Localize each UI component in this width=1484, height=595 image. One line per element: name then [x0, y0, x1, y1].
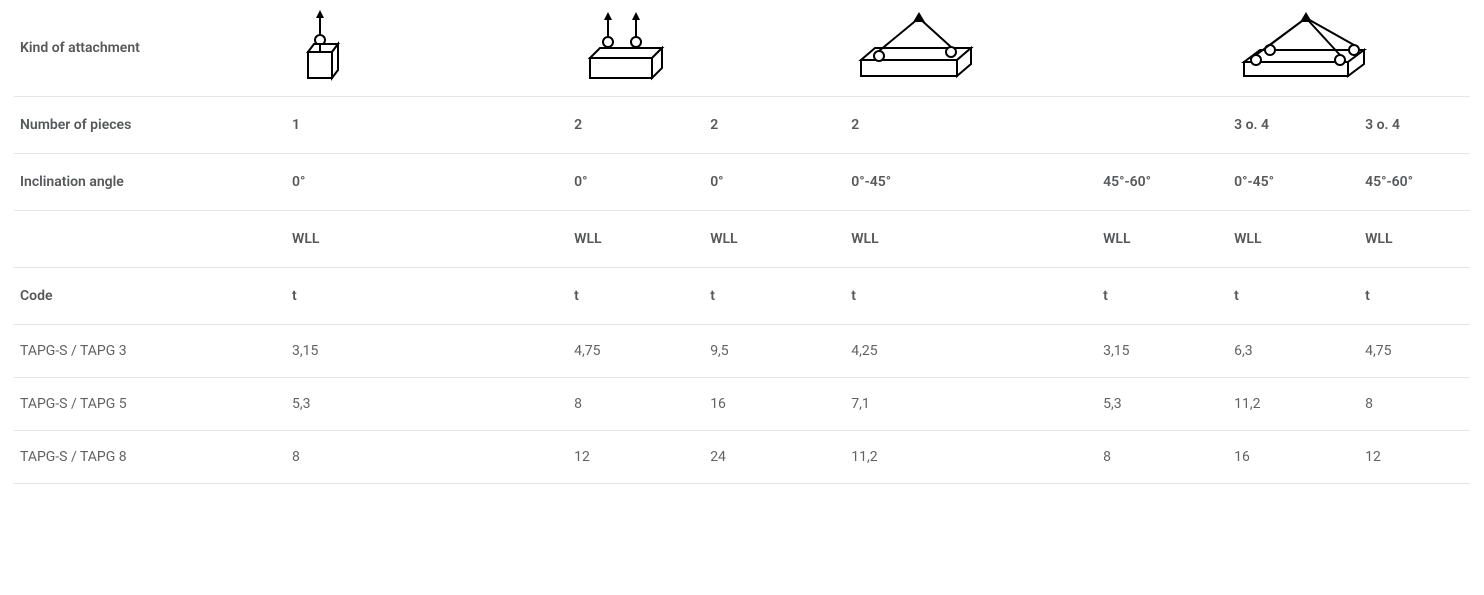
value-cell: 4,75: [1359, 325, 1470, 378]
value-cell: 8: [568, 378, 704, 431]
unit-2: t: [704, 268, 845, 325]
unit-3: t: [845, 268, 1097, 325]
angle-3: 0°-45°: [845, 154, 1097, 211]
attachment-icon-single: [286, 0, 568, 97]
value-cell: 12: [568, 431, 704, 484]
angle-0: 0°: [286, 154, 568, 211]
value-cell: 16: [704, 378, 845, 431]
wll-0: WLL: [286, 211, 568, 268]
attachment-icon-quad-angled: [1228, 0, 1470, 97]
table-row: TAPG-S / TAPG 8 8 12 24 11,2 8 16 12: [14, 431, 1470, 484]
value-cell: 6,3: [1228, 325, 1359, 378]
pieces-1: 2: [568, 97, 704, 154]
unit-0: t: [286, 268, 568, 325]
angle-1: 0°: [568, 154, 704, 211]
value-cell: 4,25: [845, 325, 1097, 378]
label-kind-of-attachment: Kind of attachment: [14, 0, 286, 97]
wll-5: WLL: [1228, 211, 1359, 268]
unit-4: t: [1097, 268, 1228, 325]
value-cell: 5,3: [286, 378, 568, 431]
wll-4: WLL: [1097, 211, 1228, 268]
row-kind-of-attachment: Kind of attachment: [14, 0, 1470, 97]
label-number-of-pieces: Number of pieces: [14, 97, 286, 154]
wll-6: WLL: [1359, 211, 1470, 268]
label-inclination-angle: Inclination angle: [14, 154, 286, 211]
label-wll-blank: [14, 211, 286, 268]
value-cell: 8: [286, 431, 568, 484]
attachment-table: Kind of attachment: [14, 0, 1470, 484]
row-inclination-angle: Inclination angle 0° 0° 0° 0°-45° 45°-60…: [14, 154, 1470, 211]
label-code: Code: [14, 268, 286, 325]
code-cell: TAPG-S / TAPG 8: [14, 431, 286, 484]
attachment-icon-double-vertical: [568, 0, 845, 97]
value-cell: 11,2: [1228, 378, 1359, 431]
wll-1: WLL: [568, 211, 704, 268]
code-cell: TAPG-S / TAPG 5: [14, 378, 286, 431]
value-cell: 3,15: [286, 325, 568, 378]
pieces-6: 3 o. 4: [1359, 97, 1470, 154]
pieces-0: 1: [286, 97, 568, 154]
value-cell: 8: [1359, 378, 1470, 431]
value-cell: 11,2: [845, 431, 1097, 484]
code-cell: TAPG-S / TAPG 3: [14, 325, 286, 378]
angle-5: 0°-45°: [1228, 154, 1359, 211]
value-cell: 5,3: [1097, 378, 1228, 431]
value-cell: 7,1: [845, 378, 1097, 431]
pieces-2: 2: [704, 97, 845, 154]
table-row: TAPG-S / TAPG 3 3,15 4,75 9,5 4,25 3,15 …: [14, 325, 1470, 378]
value-cell: 16: [1228, 431, 1359, 484]
value-cell: 9,5: [704, 325, 845, 378]
value-cell: 24: [704, 431, 845, 484]
pieces-5: 3 o. 4: [1228, 97, 1359, 154]
pieces-3: 2: [845, 97, 1228, 154]
angle-6: 45°-60°: [1359, 154, 1470, 211]
unit-6: t: [1359, 268, 1470, 325]
attachment-icon-double-angled: [845, 0, 1228, 97]
row-wll: WLL WLL WLL WLL WLL WLL WLL: [14, 211, 1470, 268]
value-cell: 8: [1097, 431, 1228, 484]
angle-2: 0°: [704, 154, 845, 211]
table-row: TAPG-S / TAPG 5 5,3 8 16 7,1 5,3 11,2 8: [14, 378, 1470, 431]
wll-3: WLL: [845, 211, 1097, 268]
wll-2: WLL: [704, 211, 845, 268]
unit-5: t: [1228, 268, 1359, 325]
value-cell: 3,15: [1097, 325, 1228, 378]
angle-4: 45°-60°: [1097, 154, 1228, 211]
unit-1: t: [568, 268, 704, 325]
value-cell: 4,75: [568, 325, 704, 378]
row-code-units: Code t t t t t t t: [14, 268, 1470, 325]
row-number-of-pieces: Number of pieces 1 2 2 2 3 o. 4 3 o. 4: [14, 97, 1470, 154]
value-cell: 12: [1359, 431, 1470, 484]
